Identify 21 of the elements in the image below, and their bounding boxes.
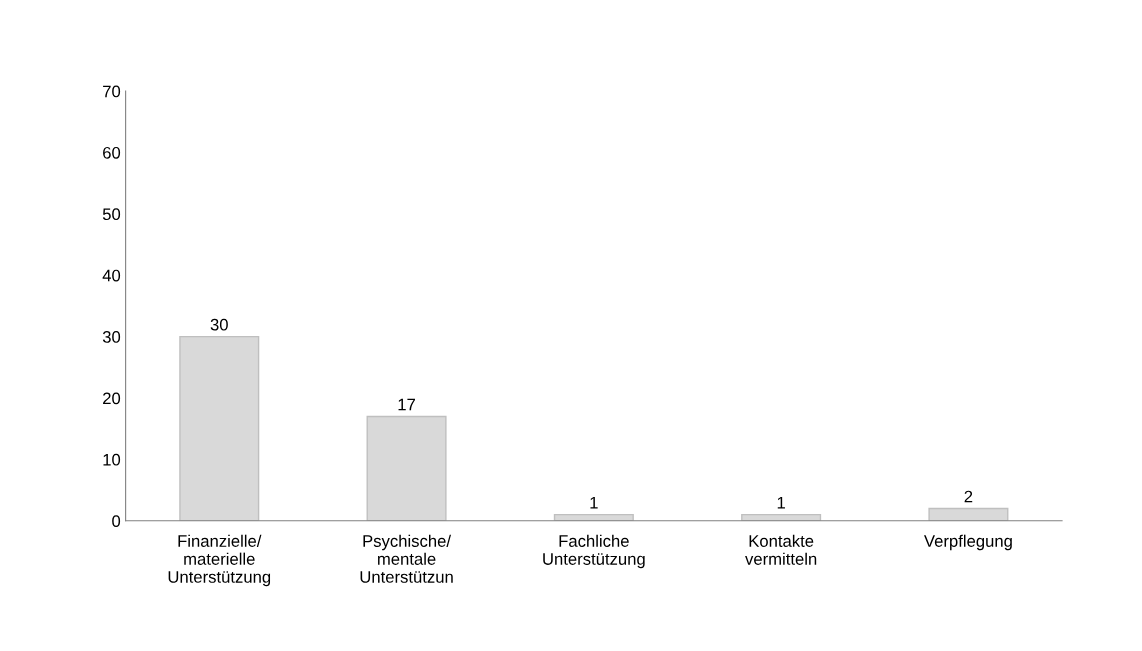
x-tick-label: Kontakte vermitteln [745, 534, 817, 565]
y-tick-label: 20 [103, 392, 121, 405]
data-label: 1 [590, 496, 598, 509]
bar [928, 507, 1009, 521]
x-tick-label: Fachliche Unterstützung [543, 534, 645, 569]
data-label: 1 [777, 496, 785, 509]
y-tick-label: 40 [102, 269, 121, 282]
y-tick-label: 50 [102, 208, 121, 221]
data-label: 30 [210, 318, 228, 331]
data-label: 17 [398, 398, 415, 411]
y-tick-label: 10 [103, 453, 121, 466]
bar [366, 415, 447, 521]
data-label: 2 [964, 490, 973, 503]
x-tick-label: Verpflegung [924, 534, 1012, 551]
x-tick-label: Psychische/ mentale Unterstützun [360, 534, 453, 583]
y-tick-label: 60 [103, 146, 121, 159]
y-tick-label: 30 [102, 331, 121, 343]
y-tick-label: 0 [112, 515, 121, 527]
y-tick-label: 70 [103, 85, 121, 98]
x-tick-label: Finanzielle/ materielle Unterstützung [168, 534, 271, 587]
bar [179, 335, 260, 521]
